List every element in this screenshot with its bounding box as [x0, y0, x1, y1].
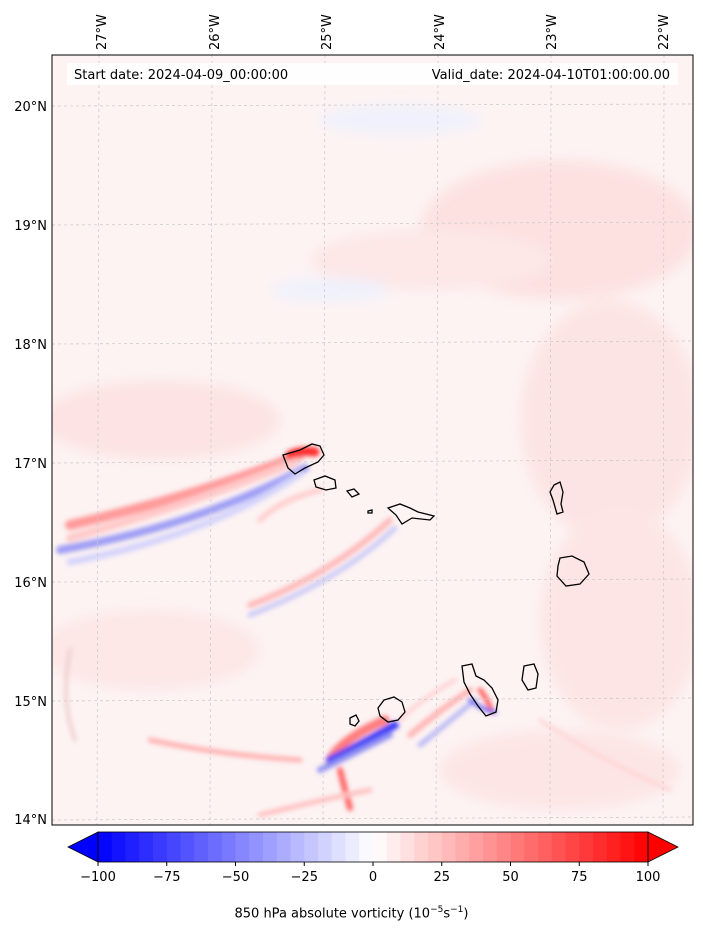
colorbar-step	[441, 832, 457, 862]
latitude-labels: 20°N 19°N 18°N 17°N 16°N 15°N 14°N	[14, 100, 47, 828]
colorbar-step	[414, 832, 429, 862]
lat-label: 16°N	[14, 576, 47, 591]
colorbar-step	[359, 832, 374, 862]
colorbar-extend-max	[647, 831, 679, 863]
colorbar-step	[469, 832, 484, 862]
colorbar-step	[593, 832, 608, 862]
colorbar: −100 −75 −50 −25 0 25 50 75 100	[67, 831, 679, 885]
gridlines	[52, 55, 693, 825]
island-sal	[549, 481, 564, 515]
island-santa-luzia	[345, 488, 361, 498]
colorbar-tick-label: −50	[222, 870, 249, 885]
colorbar-tick-label: −100	[80, 870, 116, 885]
colorbar-step	[166, 832, 182, 862]
colorbar-tick-label: −75	[153, 870, 180, 885]
colorbar-step	[111, 832, 127, 862]
colorbar-step	[263, 832, 278, 862]
lon-label: 22°W	[657, 14, 672, 50]
colorbar-step	[235, 832, 250, 862]
colorbar-tick-label: 100	[636, 870, 661, 885]
colorbar-extend-min	[67, 831, 99, 863]
island-santiago	[461, 663, 499, 717]
lat-label: 17°N	[14, 457, 47, 472]
colorbar-step	[345, 832, 360, 862]
colorbar-step	[194, 832, 209, 862]
lat-label: 19°N	[14, 219, 47, 234]
colorbar-step	[620, 832, 635, 862]
colorbar-step	[606, 832, 622, 862]
island-boa-vista	[556, 555, 590, 587]
island-sao-vicente	[313, 475, 337, 491]
colorbar-step	[331, 832, 347, 862]
colorbar-tick-label: −25	[291, 870, 318, 885]
island-fogo	[377, 696, 406, 723]
colorbar-step	[249, 832, 264, 862]
colorbar-step	[98, 832, 113, 862]
colorbar-step	[208, 832, 223, 862]
colorbar-step	[386, 832, 402, 862]
colorbar-steps	[98, 832, 649, 862]
colorbar-step	[551, 832, 567, 862]
island-sao-nicolau	[386, 503, 436, 525]
island-ilheu	[367, 509, 373, 514]
colorbar-step	[304, 832, 319, 862]
lon-label: 23°W	[545, 14, 560, 50]
colorbar-ticks: −100 −75 −50 −25 0 25 50 75 100	[80, 862, 660, 885]
colorbar-step	[180, 832, 195, 862]
colorbar-tick-label: 0	[369, 870, 377, 885]
lat-label: 20°N	[14, 100, 47, 115]
colorbar-step	[290, 832, 305, 862]
valid-date-text: Valid_date: 2024-04-10T01:00:00.00	[432, 68, 670, 83]
lon-label: 27°W	[95, 14, 110, 50]
colorbar-step	[579, 832, 594, 862]
colorbar-step	[634, 832, 649, 862]
colorbar-step	[538, 832, 553, 862]
header-box	[67, 63, 678, 85]
colorbar-step	[276, 832, 292, 862]
colorbar-step	[221, 832, 237, 862]
colorbar-step	[125, 832, 140, 862]
colorbar-tick-label: 25	[433, 870, 450, 885]
vorticity-field	[52, 105, 693, 818]
colorbar-step	[400, 832, 415, 862]
colorbar-step	[565, 832, 580, 862]
colorbar-step	[483, 832, 498, 862]
colorbar-step	[510, 832, 525, 862]
lat-label: 15°N	[14, 695, 47, 710]
island-coastlines	[282, 443, 590, 727]
island-santo-antao	[282, 443, 325, 475]
lon-label: 24°W	[433, 14, 448, 50]
island-maio	[521, 663, 539, 691]
colorbar-step	[318, 832, 333, 862]
lat-label: 14°N	[14, 813, 47, 828]
lon-label: 26°W	[208, 14, 223, 50]
start-date-text: Start date: 2024-04-09_00:00:00	[74, 68, 288, 83]
colorbar-step	[455, 832, 470, 862]
colorbar-step	[428, 832, 443, 862]
colorbar-tick-label: 50	[502, 870, 519, 885]
colorbar-step	[496, 832, 512, 862]
longitude-labels: 27°W 26°W 25°W 24°W 23°W 22°W	[95, 14, 672, 50]
colorbar-step	[524, 832, 539, 862]
map-frame	[51, 54, 694, 826]
lat-label: 18°N	[14, 338, 47, 353]
lon-label: 25°W	[320, 14, 335, 50]
island-brava	[349, 714, 360, 727]
colorbar-tick-label: 75	[571, 870, 588, 885]
colorbar-step	[153, 832, 168, 862]
colorbar-label: 850 hPa absolute vorticity (10−5s−1)	[234, 905, 469, 922]
colorbar-step	[139, 832, 154, 862]
colorbar-step	[373, 832, 388, 862]
